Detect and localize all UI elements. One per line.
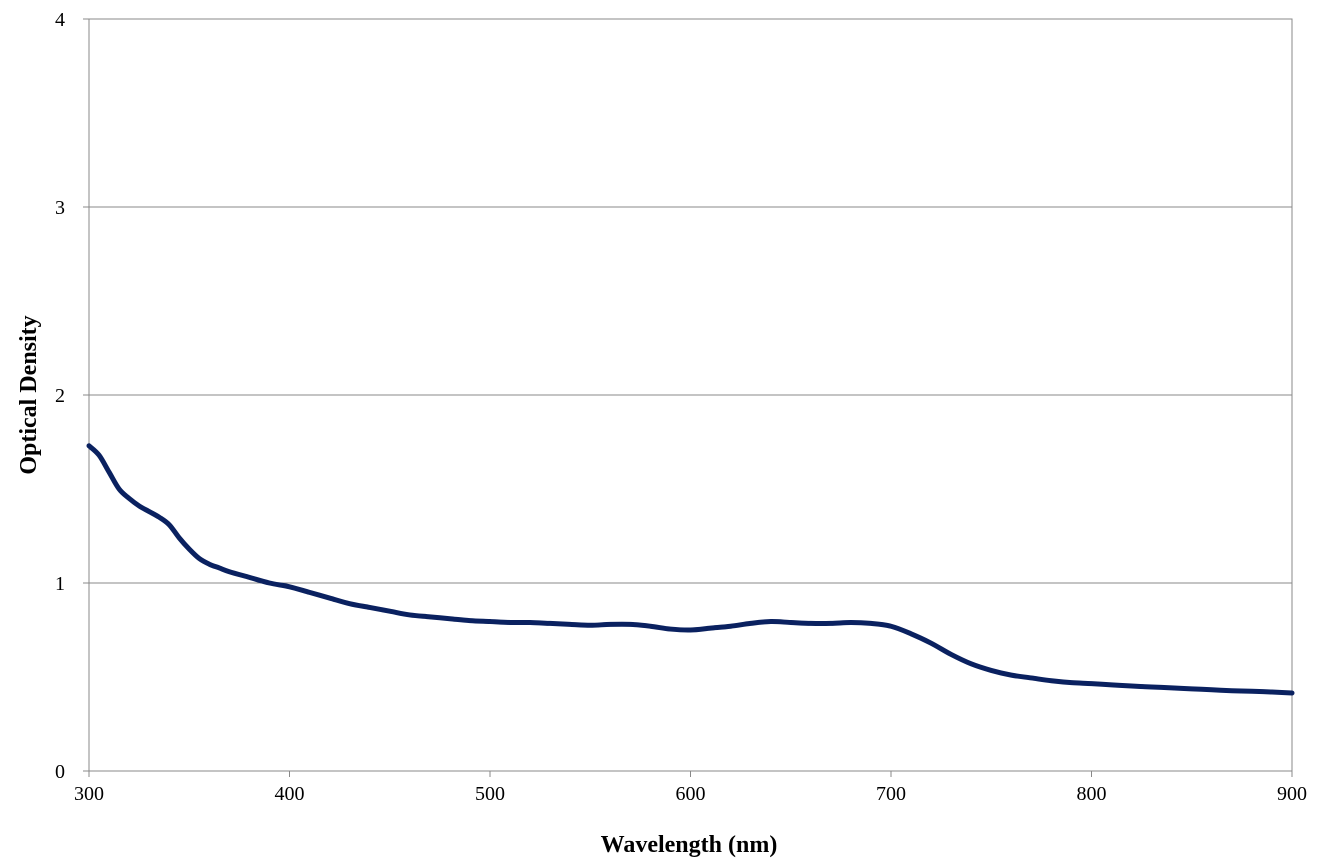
y-tick-label: 1 bbox=[55, 573, 65, 595]
x-axis-title: Wavelength (nm) bbox=[601, 832, 778, 858]
x-tick-label: 800 bbox=[1077, 783, 1107, 805]
x-tick-label: 700 bbox=[876, 783, 906, 805]
x-tick-label: 400 bbox=[275, 783, 305, 805]
y-tick-label: 2 bbox=[55, 385, 65, 407]
x-tick-label: 600 bbox=[676, 783, 706, 805]
x-tick-label: 500 bbox=[475, 783, 505, 805]
y-axis-title: Optical Density bbox=[16, 315, 42, 474]
tick-labels: 300 400 500 600 700 800 900 0 1 2 3 4 bbox=[55, 9, 1307, 805]
x-tick-label: 300 bbox=[74, 783, 104, 805]
x-tick-label: 900 bbox=[1277, 783, 1307, 805]
y-tick-label: 0 bbox=[55, 761, 65, 783]
y-tick-label: 4 bbox=[55, 9, 65, 31]
y-tick-label: 3 bbox=[55, 197, 65, 219]
series-line-0 bbox=[86, 443, 1295, 696]
series-layer bbox=[86, 443, 1295, 696]
axes bbox=[83, 18, 1293, 777]
grid-lines bbox=[89, 18, 1292, 584]
